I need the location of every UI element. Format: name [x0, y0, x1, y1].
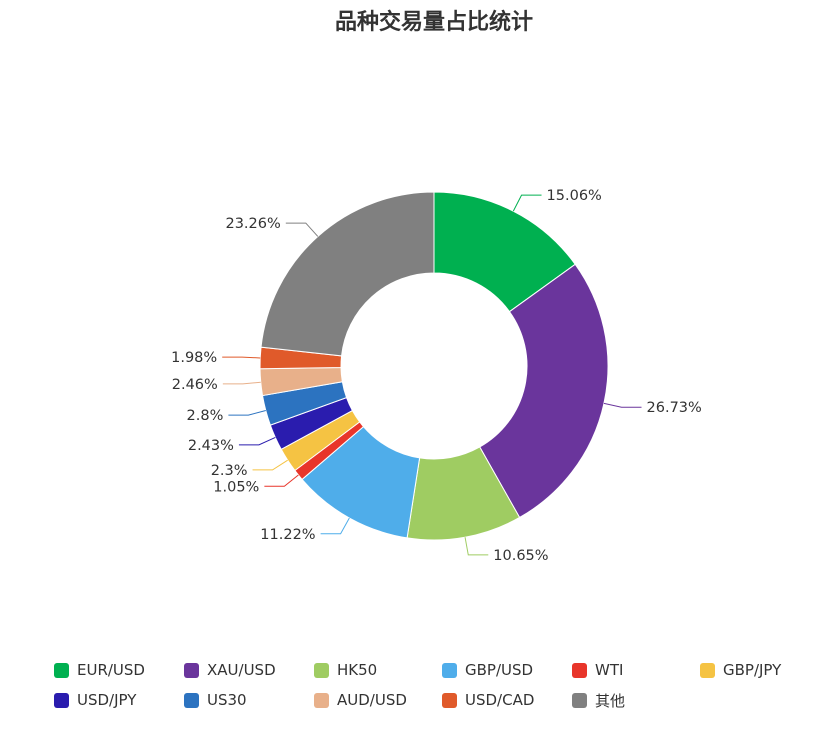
legend-label: GBP/JPY: [723, 661, 782, 679]
legend-label: US30: [207, 691, 247, 709]
legend-label: GBP/USD: [465, 661, 534, 679]
slice-xau-usd[interactable]: [479, 263, 609, 519]
data-label-gbp-usd: 11.22%: [260, 527, 315, 543]
legend-swatch: [54, 692, 69, 708]
legend-item-gbp-usd[interactable]: GBP/USD: [442, 660, 533, 680]
legend-label: XAU/USD: [207, 661, 276, 679]
leader-lines-group: [222, 194, 642, 556]
legend-swatch: [700, 662, 715, 678]
legend-label: USD/CAD: [465, 691, 535, 709]
legend-label: EUR/USD: [77, 661, 145, 679]
legend-label: AUD/USD: [337, 691, 407, 709]
data-label-xau-usd: 26.73%: [647, 400, 702, 416]
legend-label: 其他: [595, 691, 626, 710]
legend-item-aud-usd[interactable]: AUD/USD: [314, 690, 407, 710]
legend-item-eur-usd[interactable]: EUR/USD: [54, 660, 145, 680]
leader-line-xau-usd: [603, 402, 642, 408]
data-label-hk50: 10.65%: [493, 548, 548, 564]
legend-item-us30[interactable]: US30: [184, 690, 247, 710]
slices-group: [259, 191, 609, 541]
legend-swatch: [572, 692, 587, 708]
legend-label: USD/JPY: [77, 691, 137, 709]
legend-swatch: [314, 692, 329, 708]
leader-line-usd-jpy: [238, 436, 276, 446]
legend-swatch: [54, 662, 69, 678]
legend-item-gbp-jpy[interactable]: GBP/JPY: [700, 660, 781, 680]
data-label-us30: 2.8%: [187, 408, 224, 424]
leader-line-hk50: [464, 537, 489, 556]
legend-label: HK50: [337, 661, 378, 679]
legend-swatch: [184, 692, 199, 708]
data-label-eur-usd: 15.06%: [547, 188, 602, 204]
data-label-wti: 1.05%: [213, 479, 259, 495]
legend-item-wti[interactable]: WTI: [572, 660, 623, 680]
legend-swatch: [572, 662, 587, 678]
legend-item-xau-usd[interactable]: XAU/USD: [184, 660, 276, 680]
leader-line-gbp-jpy: [252, 459, 288, 471]
legend-swatch: [442, 692, 457, 708]
data-label-usd-cad: 1.98%: [171, 350, 217, 366]
data-label-gbp-jpy: 2.3%: [211, 463, 248, 479]
data-label-item-10: 23.26%: [225, 216, 280, 232]
slice-item-10[interactable]: [260, 191, 435, 357]
leader-line-eur-usd: [512, 194, 542, 212]
legend-label: WTI: [595, 661, 624, 679]
leader-line-aud-usd: [222, 381, 261, 385]
leader-line-us30: [228, 410, 266, 416]
legend-item-usd-jpy[interactable]: USD/JPY: [54, 690, 136, 710]
chart-title: 品种交易量占比统计: [334, 10, 533, 35]
legend-swatch: [442, 662, 457, 678]
legend-item-hk50[interactable]: HK50: [314, 660, 377, 680]
leader-line-gbp-usd: [320, 517, 350, 535]
legend-swatch: [184, 662, 199, 678]
leader-line-wti: [264, 474, 299, 487]
data-label-aud-usd: 2.46%: [172, 377, 218, 393]
legend-item-usd-cad[interactable]: USD/CAD: [442, 690, 534, 710]
legend-swatch: [314, 662, 329, 678]
leader-line-item-10: [285, 222, 319, 237]
leader-line-usd-cad: [222, 356, 261, 359]
data-label-usd-jpy: 2.43%: [188, 438, 234, 454]
legend-item-item-10[interactable]: 其他: [572, 690, 625, 710]
labels-group: 15.06% 26.73% 10.65% 11.22% 1.05%2.3% 2.43% 2.…: [171, 188, 702, 564]
